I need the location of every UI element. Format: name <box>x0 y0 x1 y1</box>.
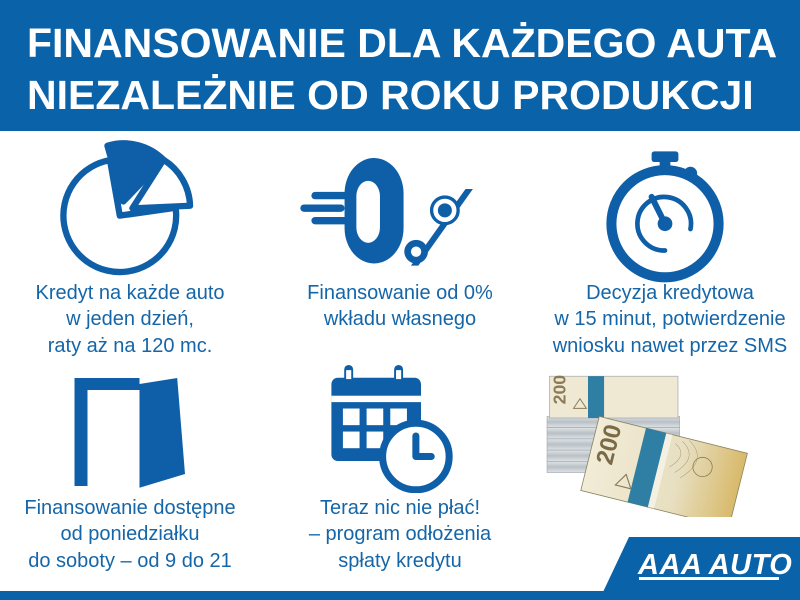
svg-text:200: 200 <box>550 375 570 405</box>
